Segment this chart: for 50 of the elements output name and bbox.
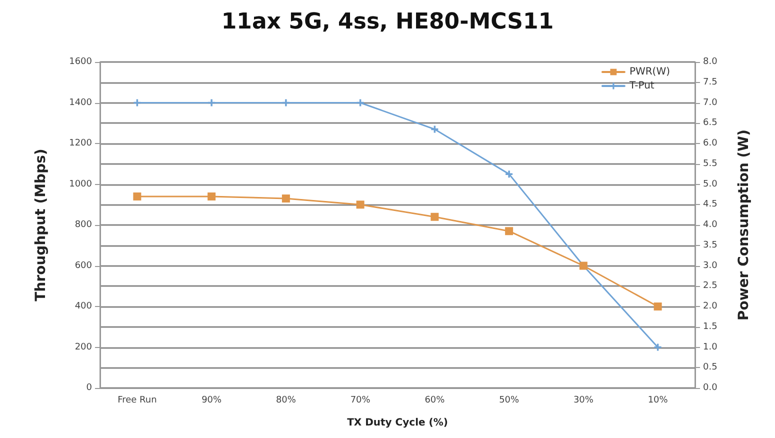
y2-tick-label: 7.5 xyxy=(703,77,718,88)
x-tick-label: 60% xyxy=(424,396,446,406)
y2-tick-label: 6.5 xyxy=(703,118,718,128)
x-tick-label: 30% xyxy=(573,396,594,406)
point xyxy=(654,302,662,310)
y-tick-label: 400 xyxy=(74,302,92,312)
x-tick-label: 70% xyxy=(350,396,371,406)
y-tick-label: 1200 xyxy=(69,138,92,148)
y-axis-title: Throughput (Mbps) xyxy=(33,148,49,302)
y-tick-label: 800 xyxy=(74,220,92,230)
y-tick-label: 1400 xyxy=(69,98,92,108)
y2-tick-label: 3.0 xyxy=(703,260,718,271)
point xyxy=(282,99,290,106)
legend-label: PWR(W) xyxy=(629,66,670,78)
x-axis-title: TX Duty Cycle (%) xyxy=(347,418,448,428)
y-tick-label: 200 xyxy=(74,342,92,352)
y2-tick-label: 1.5 xyxy=(703,322,718,332)
point xyxy=(133,192,142,200)
x-tick-label: 80% xyxy=(276,396,296,406)
y2-tick-label: 0.5 xyxy=(703,362,718,373)
point xyxy=(430,212,439,221)
y2-tick-label: 2.5 xyxy=(703,281,718,292)
x-tick-label: 90% xyxy=(202,396,222,406)
y2-tick-label: 4.5 xyxy=(703,200,718,210)
y2-tick-label: 8.0 xyxy=(703,57,718,67)
y2-tick-label: 6.0 xyxy=(703,138,718,148)
legend-label: T-Put xyxy=(628,80,654,92)
y2-tick-label: 3.5 xyxy=(703,240,718,250)
point xyxy=(506,170,513,178)
y2-tick-label: 2.0 xyxy=(703,302,718,312)
y-tick-label: 1600 xyxy=(69,57,92,67)
y2-tick-label: 4.0 xyxy=(703,220,718,230)
point xyxy=(208,192,216,200)
x-tick-label: 10% xyxy=(648,396,668,406)
y-tick-label: 0 xyxy=(86,383,92,393)
chart-title: 11ax 5G, 4ss, HE80-MCS11 xyxy=(221,10,554,34)
y-tick-label: 600 xyxy=(74,260,92,271)
point xyxy=(282,194,290,203)
point xyxy=(208,99,216,106)
y-tick-label: 1000 xyxy=(69,179,92,190)
y2-tick-label: 5.0 xyxy=(703,179,718,190)
x-tick-label: 50% xyxy=(499,396,520,406)
point xyxy=(356,200,364,209)
point xyxy=(505,227,514,236)
y2-tick-label: 7.0 xyxy=(703,98,718,108)
y2-axis-title: Power Consumption (W) xyxy=(736,129,752,321)
y2-tick-label: 0.0 xyxy=(703,383,718,393)
y2-tick-label: 1.0 xyxy=(703,342,718,352)
y2-tick-label: 5.5 xyxy=(703,158,718,169)
x-tick-label: Free Run xyxy=(118,396,157,406)
